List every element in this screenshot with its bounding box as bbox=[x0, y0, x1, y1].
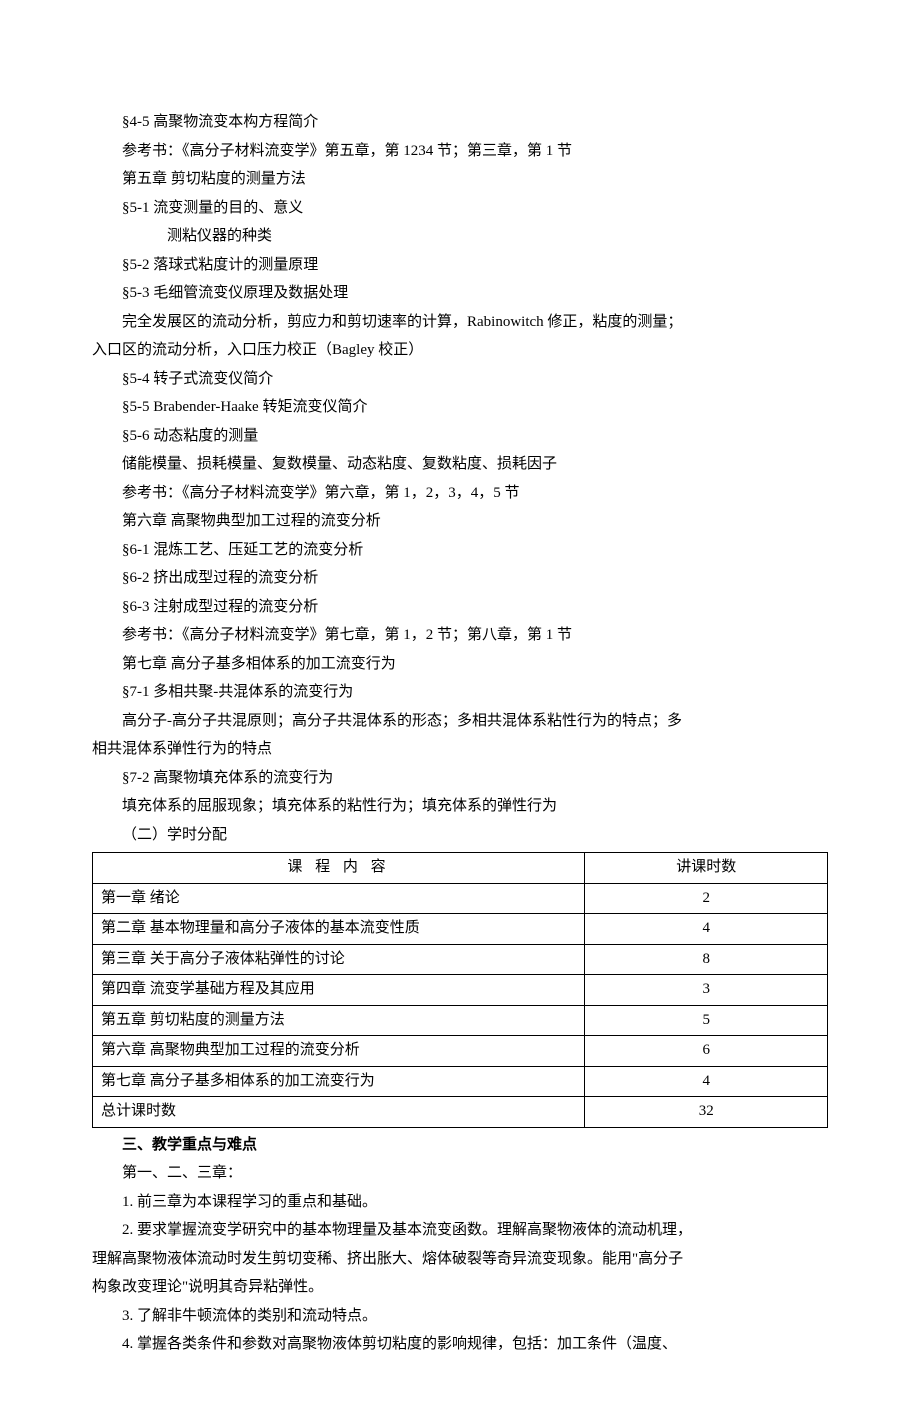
table-cell-label: 第一章 绪论 bbox=[93, 883, 585, 914]
table-row: 第三章 关于高分子液体粘弹性的讨论8 bbox=[93, 944, 828, 975]
text-line: 相共混体系弹性行为的特点 bbox=[92, 735, 828, 764]
text-line: 第一、二、三章： bbox=[92, 1159, 828, 1188]
text-line: 入口区的流动分析，入口压力校正（Bagley 校正） bbox=[92, 336, 828, 365]
text-line: 填充体系的屈服现象；填充体系的粘性行为；填充体系的弹性行为 bbox=[92, 792, 828, 821]
table-cell-label: 总计课时数 bbox=[93, 1097, 585, 1128]
text-line: 储能模量、损耗模量、复数模量、动态粘度、复数粘度、损耗因子 bbox=[92, 450, 828, 479]
text-line: 4. 掌握各类条件和参数对高聚物液体剪切粘度的影响规律，包括：加工条件（温度、 bbox=[92, 1330, 828, 1359]
table-cell-label: 第三章 关于高分子液体粘弹性的讨论 bbox=[93, 944, 585, 975]
table-header-row: 课 程 内 容 讲课时数 bbox=[93, 853, 828, 884]
table-cell-hours: 8 bbox=[585, 944, 828, 975]
table-cell-label: 第六章 高聚物典型加工过程的流变分析 bbox=[93, 1036, 585, 1067]
text-line: 2. 要求掌握流变学研究中的基本物理量及基本流变函数。理解高聚物液体的流动机理， bbox=[92, 1216, 828, 1245]
text-line: §6-1 混炼工艺、压延工艺的流变分析 bbox=[92, 536, 828, 565]
text-line: 参考书：《高分子材料流变学》第六章，第 1，2，3，4，5 节 bbox=[92, 479, 828, 508]
syllabus-content-before: §4-5 高聚物流变本构方程简介参考书：《高分子材料流变学》第五章，第 1234… bbox=[92, 108, 828, 849]
table-cell-hours: 4 bbox=[585, 914, 828, 945]
text-line: 第五章 剪切粘度的测量方法 bbox=[92, 165, 828, 194]
table-row: 第四章 流变学基础方程及其应用3 bbox=[93, 975, 828, 1006]
text-line: §5-1 流变测量的目的、意义 bbox=[92, 194, 828, 223]
text-line: §6-2 挤出成型过程的流变分析 bbox=[92, 564, 828, 593]
text-line: 高分子-高分子共混原则；高分子共混体系的形态；多相共混体系粘性行为的特点；多 bbox=[92, 707, 828, 736]
text-line: §5-4 转子式流变仪简介 bbox=[92, 365, 828, 394]
hours-allocation-table: 课 程 内 容 讲课时数 第一章 绪论2第二章 基本物理量和高分子液体的基本流变… bbox=[92, 852, 828, 1128]
text-line: 完全发展区的流动分析，剪应力和剪切速率的计算，Rabinowitch 修正，粘度… bbox=[92, 308, 828, 337]
text-line: §4-5 高聚物流变本构方程简介 bbox=[92, 108, 828, 137]
table-cell-label: 第二章 基本物理量和高分子液体的基本流变性质 bbox=[93, 914, 585, 945]
text-line: 参考书：《高分子材料流变学》第五章，第 1234 节；第三章，第 1 节 bbox=[92, 137, 828, 166]
text-line: §5-5 Brabender-Haake 转矩流变仪简介 bbox=[92, 393, 828, 422]
text-line: 第六章 高聚物典型加工过程的流变分析 bbox=[92, 507, 828, 536]
table-row: 总计课时数32 bbox=[93, 1097, 828, 1128]
table-cell-hours: 32 bbox=[585, 1097, 828, 1128]
text-line: 1. 前三章为本课程学习的重点和基础。 bbox=[92, 1188, 828, 1217]
table-row: 第七章 高分子基多相体系的加工流变行为4 bbox=[93, 1066, 828, 1097]
text-line: §7-2 高聚物填充体系的流变行为 bbox=[92, 764, 828, 793]
text-line: 三、教学重点与难点 bbox=[92, 1131, 828, 1160]
table-cell-hours: 3 bbox=[585, 975, 828, 1006]
text-line: 构象改变理论"说明其奇异粘弹性。 bbox=[92, 1273, 828, 1302]
text-line: §6-3 注射成型过程的流变分析 bbox=[92, 593, 828, 622]
text-line: §7-1 多相共聚-共混体系的流变行为 bbox=[92, 678, 828, 707]
table-cell-hours: 2 bbox=[585, 883, 828, 914]
table-row: 第一章 绪论2 bbox=[93, 883, 828, 914]
column-header-content: 课 程 内 容 bbox=[93, 853, 585, 884]
table-cell-hours: 6 bbox=[585, 1036, 828, 1067]
text-line: §5-3 毛细管流变仪原理及数据处理 bbox=[92, 279, 828, 308]
text-line: 3. 了解非牛顿流体的类别和流动特点。 bbox=[92, 1302, 828, 1331]
table-cell-label: 第四章 流变学基础方程及其应用 bbox=[93, 975, 585, 1006]
text-line: 测粘仪器的种类 bbox=[92, 222, 828, 251]
table-cell-hours: 4 bbox=[585, 1066, 828, 1097]
table-cell-label: 第五章 剪切粘度的测量方法 bbox=[93, 1005, 585, 1036]
table-cell-hours: 5 bbox=[585, 1005, 828, 1036]
syllabus-content-after: 三、教学重点与难点第一、二、三章：1. 前三章为本课程学习的重点和基础。2. 要… bbox=[92, 1131, 828, 1359]
text-line: 参考书：《高分子材料流变学》第七章，第 1，2 节；第八章，第 1 节 bbox=[92, 621, 828, 650]
text-line: 理解高聚物液体流动时发生剪切变稀、挤出胀大、熔体破裂等奇异流变现象。能用"高分子 bbox=[92, 1245, 828, 1274]
column-header-hours: 讲课时数 bbox=[585, 853, 828, 884]
table-row: 第六章 高聚物典型加工过程的流变分析6 bbox=[93, 1036, 828, 1067]
text-line: （二）学时分配 bbox=[92, 821, 828, 850]
text-line: §5-6 动态粘度的测量 bbox=[92, 422, 828, 451]
text-line: 第七章 高分子基多相体系的加工流变行为 bbox=[92, 650, 828, 679]
table-cell-label: 第七章 高分子基多相体系的加工流变行为 bbox=[93, 1066, 585, 1097]
text-line: §5-2 落球式粘度计的测量原理 bbox=[92, 251, 828, 280]
table-row: 第二章 基本物理量和高分子液体的基本流变性质4 bbox=[93, 914, 828, 945]
table-row: 第五章 剪切粘度的测量方法5 bbox=[93, 1005, 828, 1036]
